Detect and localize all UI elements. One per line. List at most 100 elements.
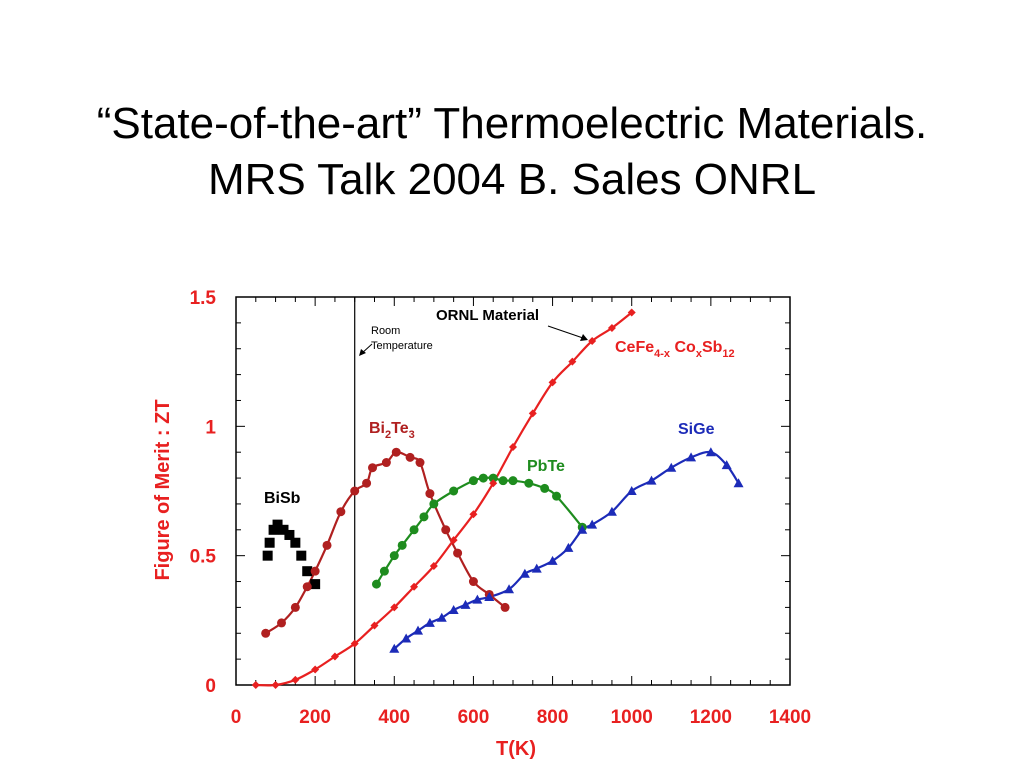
pbte-point <box>389 551 399 561</box>
bi2te3-point <box>441 525 451 535</box>
bi2te3-point <box>500 602 510 612</box>
sige-point <box>606 506 617 516</box>
cefe4-x-coxsb12-point <box>548 378 557 387</box>
bisb-point <box>302 566 313 577</box>
sige-point <box>448 604 459 614</box>
x-tick-label: 200 <box>299 707 331 728</box>
pbte-point <box>419 512 429 522</box>
cefe4-x-coxsb12-point <box>469 510 478 519</box>
sige-point <box>472 594 483 604</box>
bisb-point <box>278 524 289 535</box>
pbte-point <box>397 540 407 550</box>
cefe4-x-coxsb12-point <box>489 479 498 488</box>
pbte-point <box>508 476 518 486</box>
bisb-point <box>296 550 307 561</box>
bi2te3-point <box>336 507 346 517</box>
sige-point <box>721 460 732 470</box>
cefe4-x-coxsb12-point <box>271 681 280 689</box>
title-line-1: “State-of-the-art” Thermoelectric Materi… <box>96 99 928 148</box>
sige-point <box>646 475 657 485</box>
sige-point <box>686 452 697 462</box>
sige-point <box>531 563 542 573</box>
bi2te3-point <box>415 458 425 468</box>
pbte-point <box>524 478 534 488</box>
sige-point <box>626 486 637 495</box>
cefe4-x-coxsb12-point <box>330 652 339 661</box>
sige-point <box>424 617 435 627</box>
sige-point <box>666 462 677 472</box>
pbte-point <box>552 491 562 501</box>
y-tick-label: 0.5 <box>190 547 217 568</box>
x-tick-label: 1000 <box>611 707 653 728</box>
cefe4-x-coxsb12-point <box>449 536 458 545</box>
pbte-point <box>540 483 550 493</box>
bi2te3-point <box>350 486 360 496</box>
cefe4-x-coxsb12-curve <box>255 311 633 687</box>
bi2te3-point <box>391 447 401 457</box>
bi2te3-point <box>290 602 300 612</box>
series-label-sige: SiGe <box>678 421 715 438</box>
bi2te3-point <box>310 566 320 576</box>
bi2te3-point <box>381 458 391 468</box>
sige-point <box>389 643 400 653</box>
x-tick-label: 800 <box>537 707 569 728</box>
bi2te3-point <box>425 489 435 499</box>
cefe4-x-coxsb12-point <box>390 603 399 612</box>
cefe4-x-coxsb12-point <box>251 681 260 689</box>
pbte-point <box>498 476 508 486</box>
y-tick-label: 1.5 <box>190 288 217 309</box>
sige-point <box>547 555 558 565</box>
cefe4-x-coxsb12-point <box>350 639 359 648</box>
bisb-point <box>272 519 283 530</box>
ornl-arrow <box>547 325 584 339</box>
y-tick-label: 1 <box>205 417 216 438</box>
pbte-curve <box>375 476 584 585</box>
bi2te3-point <box>453 548 463 558</box>
bisb-point <box>290 537 301 548</box>
ornl-material-label: ORNL Material <box>436 307 539 324</box>
x-axis-title: T(K) <box>496 738 536 760</box>
bisb-point <box>262 550 273 561</box>
sige-point <box>733 478 744 488</box>
title-line-2: MRS Talk 2004 B. Sales ONRL <box>207 155 817 204</box>
y-axis-title: Figure of Merit : ZT <box>152 399 174 580</box>
pbte-point <box>478 473 488 483</box>
x-tick-label: 0 <box>231 707 242 728</box>
pbte-point <box>429 499 439 509</box>
series-label-bi2te3: Bi2Te3 <box>369 420 415 441</box>
sige-point <box>460 599 471 609</box>
sige-point <box>577 524 588 534</box>
sige-point <box>484 592 495 602</box>
cefe4-x-coxsb12-point <box>627 308 636 317</box>
pbte-point <box>371 579 381 589</box>
y-tick-label: 0 <box>205 676 216 697</box>
pbte-point <box>449 486 459 496</box>
sige-point <box>563 542 574 552</box>
cefe4-x-coxsb12-point <box>291 675 300 684</box>
slide-title: “State-of-the-art” Thermoelectric Materi… <box>0 96 1024 208</box>
bi2te3-point <box>362 478 372 488</box>
pbte-point <box>379 566 389 576</box>
cefe4-x-coxsb12-point <box>509 443 517 452</box>
cefe4-x-coxsb12-point <box>410 582 419 591</box>
cefe4-x-coxsb12-point <box>607 324 616 333</box>
cefe4-x-coxsb12-point <box>311 665 320 674</box>
bisb-point <box>310 579 321 590</box>
sige-point <box>587 519 598 529</box>
bi2te3-point <box>302 582 312 592</box>
sige-point <box>705 447 716 457</box>
series-label-cefecosb: CeFe4-x CoxSb12 <box>615 339 735 360</box>
bi2te3-point <box>322 540 332 550</box>
room-temperature-label-line2: Temperature <box>371 340 433 352</box>
pbte-point <box>488 473 498 483</box>
cefe4-x-coxsb12-point <box>568 357 577 366</box>
sige-point <box>436 612 447 622</box>
bi2te3-point <box>468 577 478 587</box>
bi2te3-point <box>277 618 287 628</box>
bisb-point <box>284 529 295 540</box>
x-tick-label: 600 <box>458 707 490 728</box>
sige-point <box>519 568 530 578</box>
series-label-pbte: PbTe <box>527 458 565 475</box>
cefe4-x-coxsb12-point <box>528 409 537 418</box>
